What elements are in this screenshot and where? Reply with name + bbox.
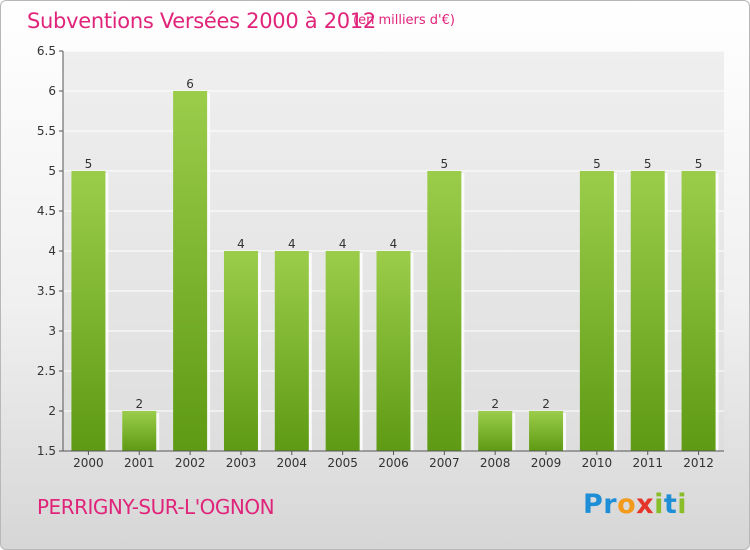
y-tick-label: 3.5 — [37, 284, 56, 298]
bar-value-label: 2 — [491, 397, 499, 411]
y-tick-label: 4 — [48, 244, 56, 258]
bar-2002 — [173, 91, 208, 451]
bar-value-label: 4 — [390, 237, 398, 251]
bar-value-label: 5 — [644, 157, 652, 171]
y-tick-label: 6 — [48, 84, 56, 98]
y-tick-label: 4.5 — [37, 204, 56, 218]
bar-2011 — [630, 171, 665, 451]
y-tick-label: 3 — [48, 324, 56, 338]
commune-name: PERRIGNY-SUR-L'OGNON — [37, 495, 275, 519]
x-tick-label: 2003 — [226, 456, 257, 470]
bar-2007 — [427, 171, 462, 451]
bar-2003 — [223, 251, 258, 451]
bar-2010 — [579, 171, 614, 451]
bar-value-label: 4 — [237, 237, 245, 251]
y-tick-label: 5 — [48, 164, 56, 178]
y-axis: 1.5 2 2.5 3 3.5 4 4.5 5 5.5 6 6.5 — [37, 44, 64, 458]
x-tick-label: 2004 — [277, 456, 308, 470]
x-tick-label: 2002 — [175, 456, 206, 470]
bars: 5 2 6 4 4 4 4 5 2 2 5 5 5 — [71, 77, 719, 451]
x-tick-label: 2009 — [531, 456, 562, 470]
x-tick-label: 2001 — [124, 456, 155, 470]
bar-2006 — [376, 251, 411, 451]
bar-value-label: 5 — [695, 157, 703, 171]
bar-value-label: 5 — [85, 157, 93, 171]
bar-value-label: 2 — [542, 397, 550, 411]
x-tick-label: 2005 — [327, 456, 358, 470]
bar-2012 — [681, 171, 716, 451]
x-tick-label: 2007 — [429, 456, 460, 470]
y-tick-label: 6.5 — [37, 44, 56, 58]
x-axis: 2000 2001 2002 2003 2004 2005 2006 2007 2008 2009… — [63, 450, 724, 470]
x-tick-label: 2008 — [480, 456, 511, 470]
x-tick-label: 2012 — [683, 456, 714, 470]
bar-value-label: 2 — [135, 397, 143, 411]
y-tick-label: 2.5 — [37, 364, 56, 378]
chart-title: Subventions Versées 2000 à 2012 — [27, 9, 376, 33]
y-tick-label: 2 — [48, 404, 56, 418]
y-tick-label: 5.5 — [37, 124, 56, 138]
bar-2004 — [274, 251, 309, 451]
chart-subtitle: (en milliers d'€) — [353, 13, 455, 28]
y-tick-label: 1.5 — [37, 444, 56, 458]
bar-value-label: 5 — [593, 157, 601, 171]
bar-value-label: 5 — [441, 157, 449, 171]
x-tick-label: 2000 — [73, 456, 104, 470]
bar-2009 — [529, 411, 564, 451]
proxiti-logo: Proxiti — [583, 489, 688, 520]
bar-value-label: 4 — [339, 237, 347, 251]
x-tick-label: 2011 — [632, 456, 663, 470]
x-tick-label: 2006 — [378, 456, 409, 470]
bar-2000 — [71, 171, 106, 451]
bar-2005 — [325, 251, 360, 451]
bar-value-label: 4 — [288, 237, 296, 251]
bar-2008 — [478, 411, 513, 451]
bar-2001 — [122, 411, 157, 451]
x-tick-label: 2010 — [582, 456, 613, 470]
bar-value-label: 6 — [186, 77, 194, 91]
